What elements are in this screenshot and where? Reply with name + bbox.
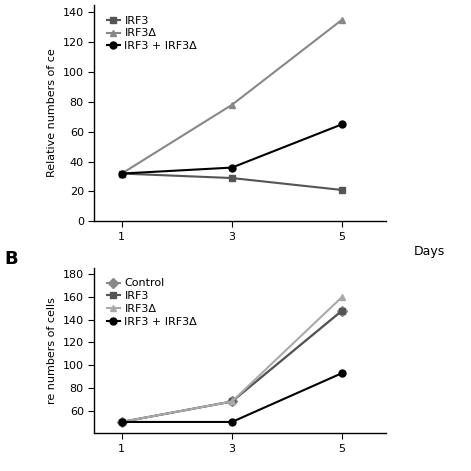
IRF3 + IRF3Δ: [339, 122, 345, 127]
IRF3: [229, 175, 235, 181]
IRF3Δ: [119, 171, 124, 176]
IRF3 + IRF3Δ: [119, 171, 124, 176]
IRF3: [339, 187, 345, 193]
Line: IRF3: IRF3: [118, 307, 346, 425]
IRF3Δ: [119, 419, 124, 425]
Line: IRF3Δ: IRF3Δ: [118, 293, 346, 425]
Line: IRF3 + IRF3Δ: IRF3 + IRF3Δ: [118, 370, 346, 425]
Legend: Control, IRF3, IRF3Δ, IRF3 + IRF3Δ: Control, IRF3, IRF3Δ, IRF3 + IRF3Δ: [106, 277, 198, 328]
IRF3: [339, 308, 345, 313]
IRF3: [229, 398, 235, 404]
Legend: IRF3, IRF3Δ, IRF3 + IRF3Δ: IRF3, IRF3Δ, IRF3 + IRF3Δ: [106, 15, 198, 52]
IRF3: [119, 171, 124, 176]
Line: IRF3 + IRF3Δ: IRF3 + IRF3Δ: [118, 121, 346, 177]
IRF3Δ: [339, 17, 345, 23]
IRF3Δ: [229, 102, 235, 108]
Line: Control: Control: [118, 307, 346, 425]
Control: [229, 398, 235, 404]
IRF3 + IRF3Δ: [229, 165, 235, 171]
IRF3 + IRF3Δ: [229, 419, 235, 425]
IRF3 + IRF3Δ: [119, 419, 124, 425]
Line: IRF3: IRF3: [118, 170, 346, 194]
Text: Days: Days: [414, 245, 445, 258]
IRF3 + IRF3Δ: [339, 370, 345, 376]
Y-axis label: Relative numbers of ce: Relative numbers of ce: [47, 49, 57, 178]
Control: [119, 419, 124, 425]
IRF3Δ: [339, 294, 345, 300]
Control: [339, 308, 345, 313]
IRF3: [119, 419, 124, 425]
Line: IRF3Δ: IRF3Δ: [118, 16, 346, 177]
Y-axis label: re numbers of cells: re numbers of cells: [47, 298, 57, 404]
IRF3Δ: [229, 398, 235, 404]
Text: B: B: [5, 250, 18, 268]
